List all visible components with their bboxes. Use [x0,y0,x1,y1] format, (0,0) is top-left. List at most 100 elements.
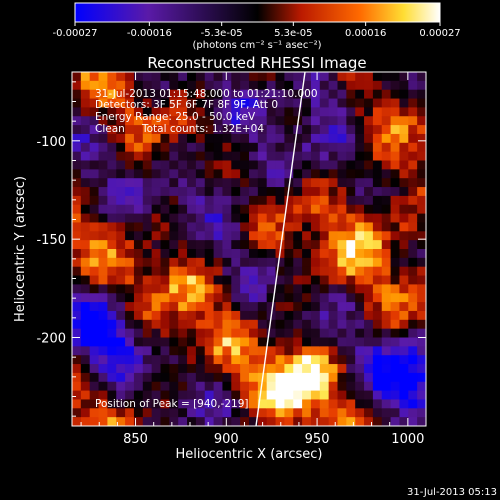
heatmap-cell [72,302,82,312]
heatmap-cell [213,408,224,418]
heatmap-cell [80,275,91,285]
heatmap-cell [80,125,91,135]
heatmap-cell [266,249,277,259]
heatmap-cell [222,231,232,241]
heatmap-cell [204,125,215,135]
heatmap-cell [337,169,347,179]
heatmap-cell [116,408,126,418]
heatmap-cell [266,337,277,347]
heatmap-cell [328,381,339,392]
heatmap-cell [125,417,135,426]
heatmap-cell [213,160,224,170]
heatmap-cell [364,107,374,117]
heatmap-cell [195,169,206,179]
heatmap-cell [390,72,401,82]
heatmap-cell [231,337,241,347]
heatmap-cell [399,302,409,312]
heatmap-cell [231,399,241,409]
heatmap-cell [72,133,82,144]
heatmap-cell [266,142,277,153]
heatmap-cell [169,133,179,144]
heatmap-cell [408,107,418,117]
heatmap-cell [178,89,188,100]
heatmap-cell [80,204,91,215]
heatmap-cell [151,231,162,241]
heatmap-cell [169,302,179,312]
heatmap-cell [372,187,383,197]
heatmap-cell [133,337,144,347]
heatmap-cell [319,240,330,250]
heatmap-cell [89,293,100,303]
heatmap-cell [231,160,241,170]
heatmap-cell [346,222,356,232]
heatmap-cell [178,275,188,285]
heatmap-cell [142,310,153,321]
heatmap-cell [355,80,365,91]
heatmap-cell [187,133,197,144]
heatmap-cell [169,169,179,179]
heatmap-cell [372,169,383,179]
heatmap-cell [125,302,135,312]
heatmap-cell [390,381,401,392]
heatmap-cell [160,408,170,418]
heatmap-cell [89,408,100,418]
heatmap-cell [89,133,100,144]
heatmap-cell [390,125,401,135]
heatmap-cell [328,116,339,126]
heatmap-cell [231,381,241,392]
heatmap-cell [204,399,215,409]
heatmap-cell [381,80,392,91]
heatmap-cell [72,231,82,241]
annotation-energy: Energy Range: 25.0 - 50.0 keV [95,111,256,123]
heatmap-cell [284,133,294,144]
heatmap-cell [187,346,197,356]
heatmap-cell [372,204,383,215]
heatmap-cell [98,89,108,100]
heatmap-cell [98,222,108,232]
heatmap-cell [231,133,241,144]
heatmap-cell [417,319,426,330]
heatmap-cell [266,72,277,82]
heatmap-cell [222,240,232,250]
heatmap-cell [133,231,144,241]
heatmap-cell [275,319,285,330]
heatmap-cell [80,160,91,170]
heatmap-cell [107,151,117,162]
heatmap-cell [302,328,312,339]
heatmap-cell [319,257,330,268]
heatmap-cell [381,169,392,179]
heatmap-cell [178,417,188,426]
heatmap-cell [408,249,418,259]
heatmap-cell [222,381,232,392]
heatmap-cell [160,319,170,330]
heatmap-cell [204,240,215,250]
heatmap-cell [213,284,224,294]
heatmap-cell [266,284,277,294]
heatmap-cell [125,231,135,241]
heatmap-cell [133,310,144,321]
heatmap-cell [328,249,339,259]
heatmap-cell [390,249,401,259]
heatmap-cell [275,107,285,117]
heatmap-cell [328,178,339,188]
heatmap-cell [107,240,117,250]
heatmap-cell [160,381,170,392]
heatmap-cell [133,249,144,259]
heatmap-cell [355,204,365,215]
heatmap-cell [178,187,188,197]
heatmap-cell [80,231,91,241]
heatmap-cell [337,133,347,144]
heatmap-cell [337,151,347,162]
heatmap-cell [337,72,347,82]
heatmap-cell [266,125,277,135]
heatmap-cell [133,178,144,188]
heatmap-cell [319,231,330,241]
heatmap-cell [293,195,303,206]
heatmap-cell [80,319,91,330]
x-tick-label: 850 [123,432,148,447]
heatmap-cell [275,187,285,197]
heatmap-cell [249,408,259,418]
heatmap-cell [408,72,418,82]
heatmap-cell [346,372,356,383]
heatmap-cell [204,408,215,418]
